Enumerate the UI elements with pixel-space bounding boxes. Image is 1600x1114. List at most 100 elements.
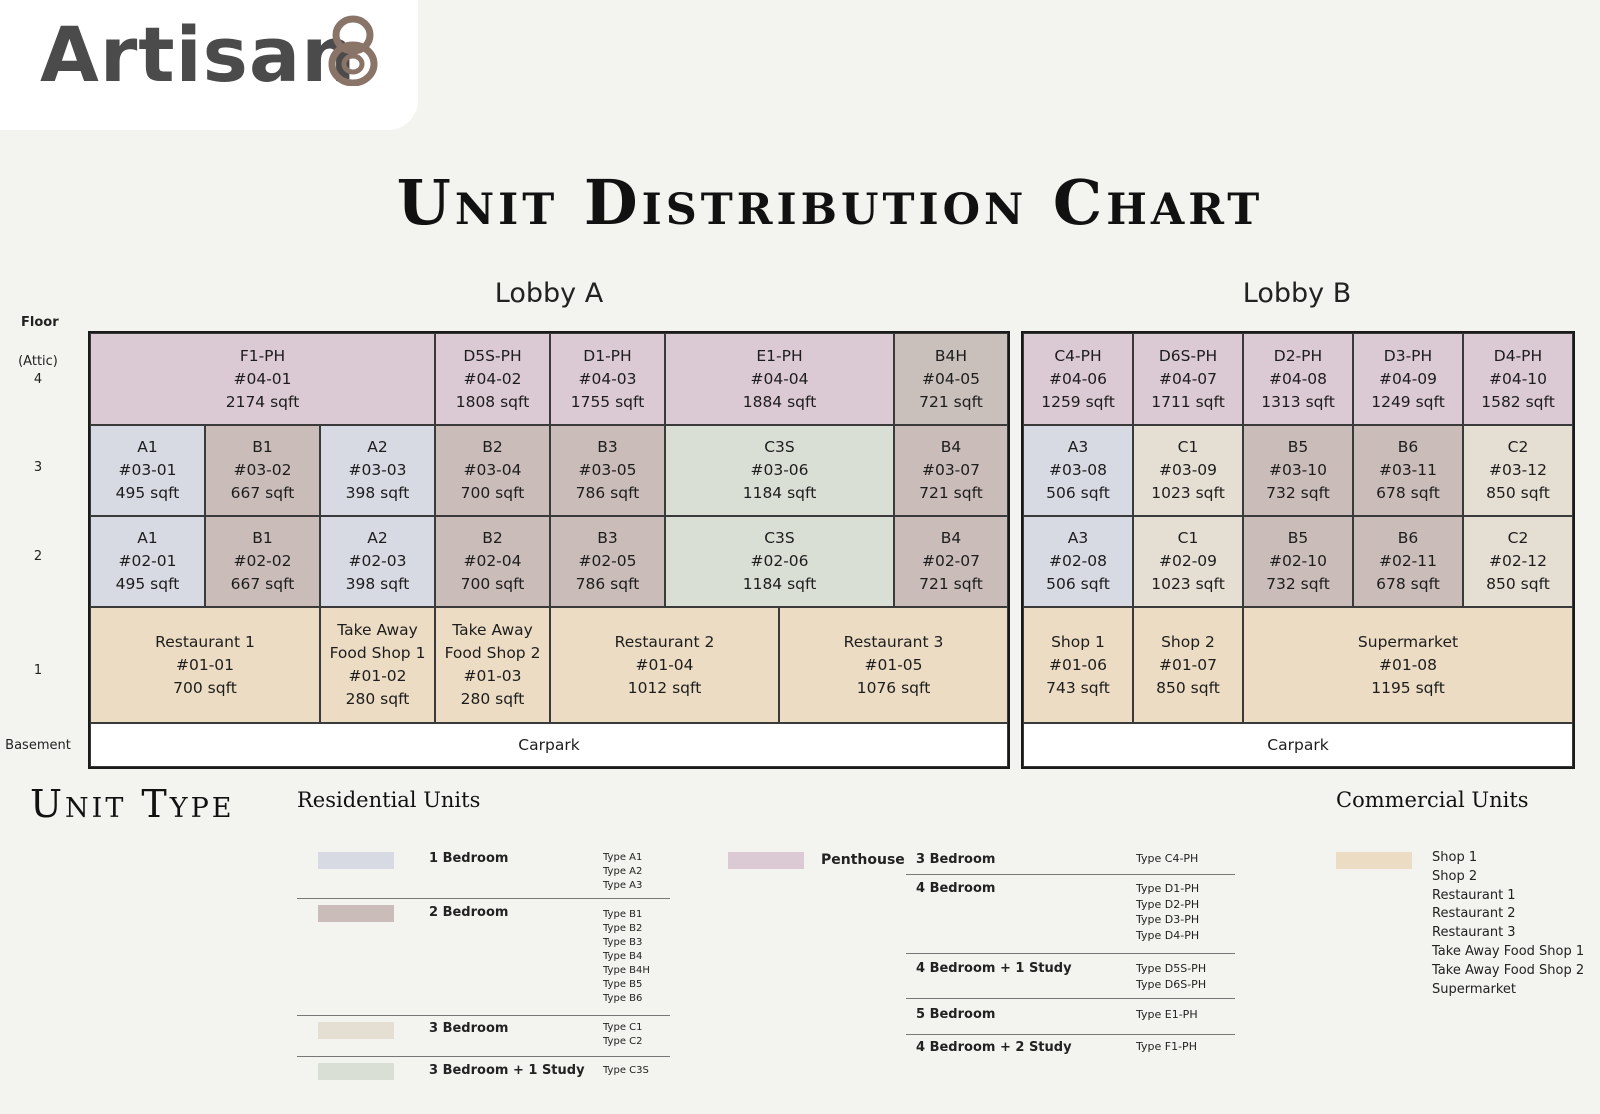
legend-types: Type B1 Type B2 Type B3 Type B4 Type B4H Type… (603, 909, 650, 1004)
unit-cell: B6 #02-11 678 sqft (1353, 516, 1463, 607)
legend-swatch-1-bedroom (318, 852, 394, 869)
legend-name: 2 Bedroom (429, 905, 509, 920)
unit-cell: Shop 2 #01-07 850 sqft (1133, 607, 1243, 723)
legend-swatch-3-bedroom (318, 1022, 394, 1039)
unit-cell: B5 #02-10 732 sqft (1243, 516, 1353, 607)
unit-cell: C1 #03-09 1023 sqft (1133, 425, 1243, 516)
unit-cell: F1-PH #04-01 2174 sqft (90, 333, 435, 425)
legend-name: 3 Bedroom (429, 1021, 509, 1036)
unit-cell: D5S-PH #04-02 1808 sqft (435, 333, 550, 425)
unit-cell: B4H #04-05 721 sqft (894, 333, 1008, 425)
unit-cell: A2 #03-03 398 sqft (320, 425, 435, 516)
unit-cell: B4 #03-07 721 sqft (894, 425, 1008, 516)
legend-name: 4 Bedroom (916, 881, 996, 896)
legend-types: Type C1 Type C2 (603, 1022, 643, 1047)
legend-divider (906, 998, 1235, 999)
commercial-list: Shop 1 Shop 2 Restaurant 1 Restaurant 2 … (1432, 849, 1584, 999)
floor-label-3: 3 (33, 460, 43, 475)
unit-cell: C4-PH #04-06 1259 sqft (1023, 333, 1133, 425)
commercial-item: Restaurant 1 (1432, 887, 1516, 903)
floor-header: Floor (21, 315, 59, 330)
unit-cell: Restaurant 1 #01-01 700 sqft (90, 607, 320, 723)
legend-swatch-commercial (1336, 852, 1412, 869)
unit-cell: B6 #03-11 678 sqft (1353, 425, 1463, 516)
unit-cell: B1 #03-02 667 sqft (205, 425, 320, 516)
commercial-item: Restaurant 3 (1432, 925, 1516, 941)
commercial-item: Restaurant 2 (1432, 906, 1516, 922)
penthouse-label: Penthouse (821, 852, 905, 868)
lobby-b-title: Lobby B (1242, 278, 1352, 309)
legend-divider (906, 953, 1235, 954)
unit-cell: E1-PH #04-04 1884 sqft (665, 333, 894, 425)
unit-cell: D1-PH #04-03 1755 sqft (550, 333, 665, 425)
floor-label-2: 2 (33, 549, 43, 564)
unit-cell: C3S #02-06 1184 sqft (665, 516, 894, 607)
brand-mark-icon (328, 15, 378, 86)
legend-divider (906, 874, 1235, 875)
unit-cell: C1 #02-09 1023 sqft (1133, 516, 1243, 607)
floor-label-attic-note: (Attic) (18, 354, 58, 369)
unit-cell: B3 #03-05 786 sqft (550, 425, 665, 516)
unit-cell: Shop 1 #01-06 743 sqft (1023, 607, 1133, 723)
unit-cell: B2 #02-04 700 sqft (435, 516, 550, 607)
legend-swatch-penthouse (728, 852, 804, 869)
unit-cell: A2 #02-03 398 sqft (320, 516, 435, 607)
legend-types: Type C3S (603, 1065, 649, 1076)
unit-type-title: Unit Type (30, 782, 235, 826)
legend-divider (906, 1034, 1235, 1035)
legend-types: Type E1-PH (1136, 1008, 1198, 1021)
unit-cell: D2-PH #04-08 1313 sqft (1243, 333, 1353, 425)
unit-cell: B5 #03-10 732 sqft (1243, 425, 1353, 516)
legend-name: 3 Bedroom (916, 852, 996, 867)
unit-cell: A1 #02-01 495 sqft (90, 516, 205, 607)
commercial-item: Take Away Food Shop 2 (1432, 962, 1585, 978)
lobby-a-grid: F1-PH #04-01 2174 sqft D5S-PH #04-02 1808 sq… (88, 331, 1010, 769)
lobby-a-title: Lobby A (494, 278, 604, 309)
legend-name: 4 Bedroom + 1 Study (916, 961, 1072, 976)
legend-types: Type D5S-PH Type D6S-PH (1136, 962, 1207, 991)
legend-types: Type F1-PH (1136, 1040, 1197, 1053)
floor-label-basement: Basement (5, 738, 71, 753)
legend-divider (297, 898, 670, 899)
unit-cell: Take Away Food Shop 1 #01-02 280 sqft (320, 607, 435, 723)
legend-swatch-3-bedroom-study (318, 1063, 394, 1080)
legend-name: 1 Bedroom (429, 851, 509, 866)
unit-cell: Supermarket #01-08 1195 sqft (1243, 607, 1573, 723)
unit-cell: Restaurant 2 #01-04 1012 sqft (550, 607, 779, 723)
unit-cell: D6S-PH #04-07 1711 sqft (1133, 333, 1243, 425)
lobby-b-grid: C4-PH #04-06 1259 sqft D6S-PH #04-07 1711 sq… (1021, 331, 1575, 769)
carpark-cell: Carpark (1023, 723, 1573, 767)
unit-cell: B3 #02-05 786 sqft (550, 516, 665, 607)
unit-cell: A3 #02-08 506 sqft (1023, 516, 1133, 607)
unit-cell: A1 #03-01 495 sqft (90, 425, 205, 516)
unit-cell: D4-PH #04-10 1582 sqft (1463, 333, 1573, 425)
unit-cell: Restaurant 3 #01-05 1076 sqft (779, 607, 1008, 723)
legend-types: Type C4-PH (1136, 852, 1199, 865)
unit-cell: C3S #03-06 1184 sqft (665, 425, 894, 516)
unit-cell: Take Away Food Shop 2 #01-03 280 sqft (435, 607, 550, 723)
floor-label-4: 4 (33, 372, 43, 387)
brand-logo: Artisan (40, 10, 357, 99)
unit-cell: C2 #03-12 850 sqft (1463, 425, 1573, 516)
unit-cell: B2 #03-04 700 sqft (435, 425, 550, 516)
unit-cell: D3-PH #04-09 1249 sqft (1353, 333, 1463, 425)
legend-name: 3 Bedroom + 1 Study (429, 1063, 585, 1078)
legend-divider (297, 1015, 670, 1016)
commercial-units-title: Commercial Units (1336, 788, 1529, 812)
legend-swatch-2-bedroom (318, 905, 394, 922)
commercial-item: Supermarket (1432, 981, 1516, 997)
unit-cell: B1 #02-02 667 sqft (205, 516, 320, 607)
legend-divider (297, 1056, 670, 1057)
page-title: Unit Distribution Chart (396, 166, 1264, 239)
commercial-item: Shop 1 (1432, 850, 1478, 865)
legend-name: 4 Bedroom + 2 Study (916, 1040, 1072, 1055)
floor-label-1: 1 (33, 663, 43, 678)
logo-panel: Artisan (0, 0, 418, 130)
residential-units-title: Residential Units (297, 788, 481, 812)
legend-name: 5 Bedroom (916, 1007, 996, 1022)
carpark-cell: Carpark (90, 723, 1008, 767)
commercial-item: Shop 2 (1432, 868, 1478, 884)
unit-cell: A3 #03-08 506 sqft (1023, 425, 1133, 516)
legend-types: Type D1-PH Type D2-PH Type D3-PH Type D4-PH (1136, 882, 1200, 942)
unit-cell: C2 #02-12 850 sqft (1463, 516, 1573, 607)
